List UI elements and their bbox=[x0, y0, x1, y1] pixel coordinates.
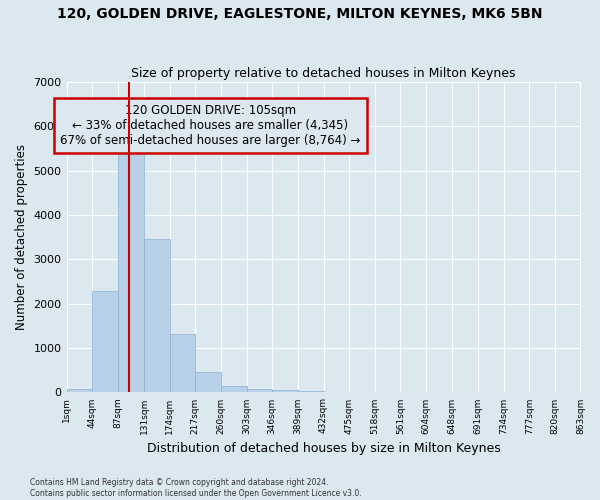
Bar bbox=[170, 334, 196, 392]
Y-axis label: Number of detached properties: Number of detached properties bbox=[15, 144, 28, 330]
Bar bbox=[118, 150, 144, 392]
Title: Size of property relative to detached houses in Milton Keynes: Size of property relative to detached ho… bbox=[131, 66, 516, 80]
Bar bbox=[221, 386, 247, 392]
Bar bbox=[272, 390, 298, 392]
Text: 120 GOLDEN DRIVE: 105sqm
← 33% of detached houses are smaller (4,345)
67% of sem: 120 GOLDEN DRIVE: 105sqm ← 33% of detach… bbox=[60, 104, 361, 147]
Bar bbox=[67, 389, 92, 392]
Bar bbox=[298, 390, 323, 392]
Bar bbox=[247, 389, 272, 392]
X-axis label: Distribution of detached houses by size in Milton Keynes: Distribution of detached houses by size … bbox=[146, 442, 500, 455]
Text: Contains HM Land Registry data © Crown copyright and database right 2024.
Contai: Contains HM Land Registry data © Crown c… bbox=[30, 478, 362, 498]
Bar bbox=[196, 372, 221, 392]
Text: 120, GOLDEN DRIVE, EAGLESTONE, MILTON KEYNES, MK6 5BN: 120, GOLDEN DRIVE, EAGLESTONE, MILTON KE… bbox=[57, 8, 543, 22]
Bar bbox=[144, 240, 170, 392]
Bar bbox=[92, 292, 118, 392]
